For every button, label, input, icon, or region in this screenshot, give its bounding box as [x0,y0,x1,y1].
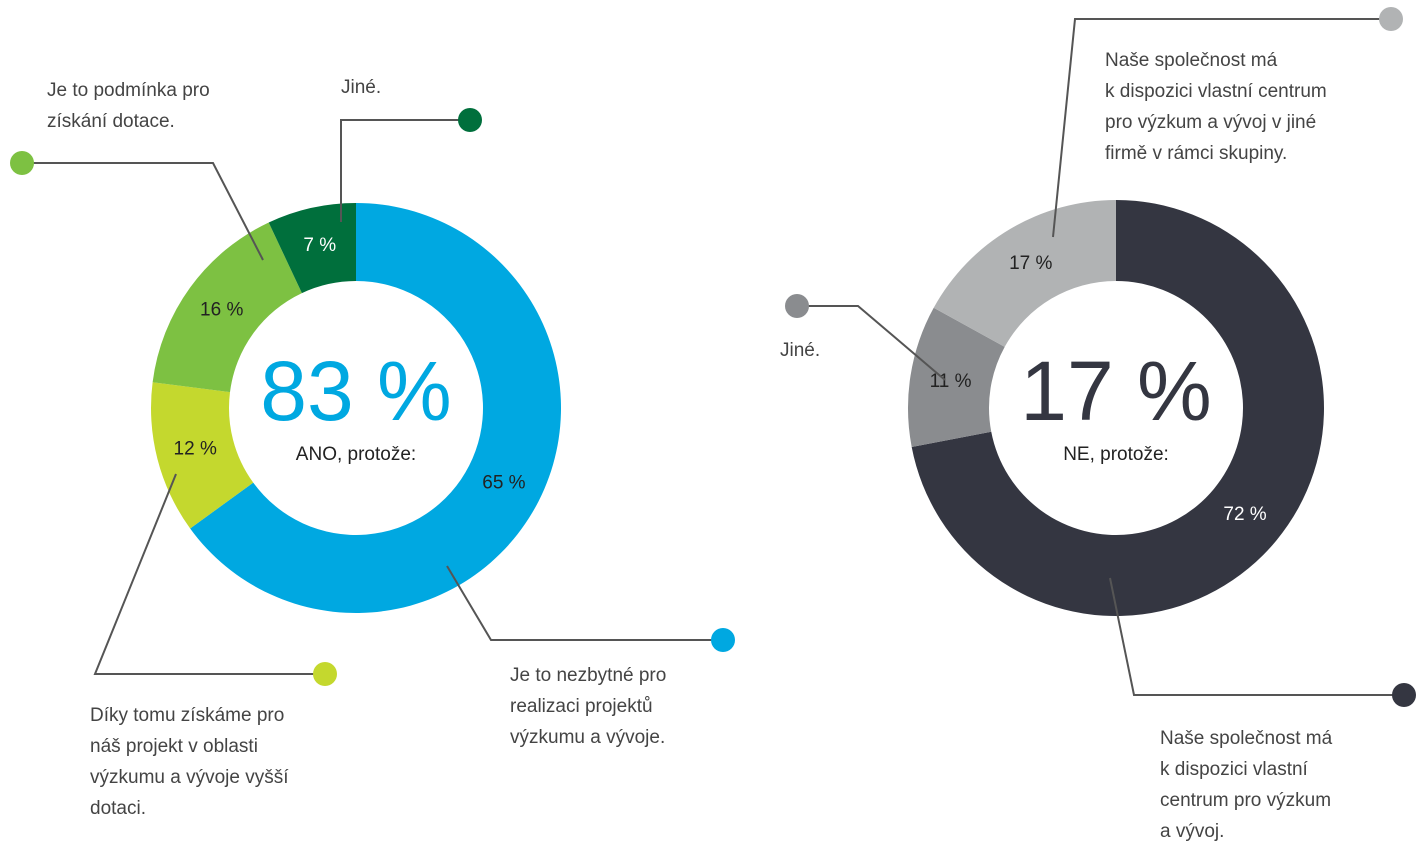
callout-line [797,305,946,381]
donut-slice [152,222,302,393]
center-value: 17 % [1020,344,1211,438]
data-label: 11 % [930,371,972,392]
callout-line [340,119,470,222]
callout-dot [1379,7,1403,31]
center-text: ANO, protože: [296,444,416,465]
callout-line [1052,18,1391,238]
callout-dot [785,294,809,318]
data-label: 7 % [303,235,336,256]
callout-dot [10,151,34,175]
data-label: 12 % [174,438,217,459]
center-text: NE, protože: [1063,444,1169,465]
donut-slice [908,307,1005,447]
category-label: Naše společnost má k dispozici vlastní c… [1105,50,1327,164]
center-value: 83 % [260,344,451,438]
callout-line [1109,577,1404,696]
data-label: 72 % [1223,504,1266,525]
category-label: Jiné. [780,340,821,361]
category-label: Díky tomu získáme pro náš projekt v obla… [90,705,289,819]
donut-slice [151,382,254,529]
category-label: Je to podmínka pro získání dotace. [47,80,210,132]
data-label: 16 % [200,299,243,320]
category-label: Jiné. [341,77,382,98]
category-label: Naše společnost má k dispozici vlastní c… [1160,728,1333,842]
callout-line [446,565,723,641]
callout-line [93,473,325,675]
callout-dot [458,108,482,132]
callout-line [22,162,264,261]
data-label: 17 % [1009,253,1052,274]
category-label: Je to nezbytné pro realizaci projektů vý… [510,665,667,748]
donut-slice [268,203,356,294]
donut-slice [911,200,1325,617]
callout-dot [313,662,337,686]
donut-slice [933,200,1116,347]
callout-dot [711,628,735,652]
data-label: 65 % [482,472,525,493]
callout-dot [1392,683,1416,707]
donut-slice [190,203,561,613]
